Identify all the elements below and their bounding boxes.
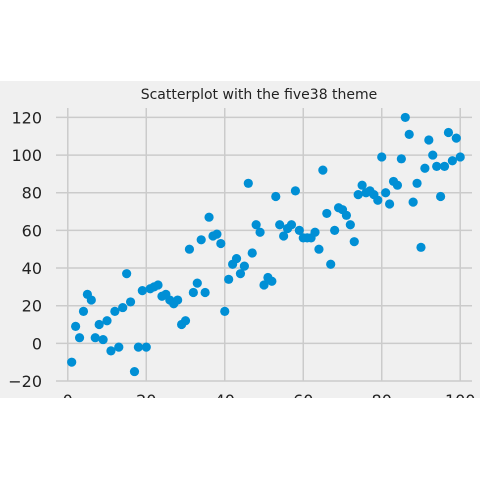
scatter-point [243, 178, 253, 188]
scatter-point [98, 334, 108, 345]
scatter-point [326, 259, 336, 269]
scatter-point [224, 274, 234, 284]
scatter-point [216, 238, 226, 249]
scatter-point [455, 152, 465, 162]
y-tick-label: 100 [11, 146, 42, 165]
scatter-point [451, 133, 461, 143]
scatter-point [377, 152, 387, 162]
tick-labels: 0 20 40 60 80 100 −20 0 20 40 60 80 100 120 [8, 108, 475, 398]
scatter-point [436, 191, 446, 202]
scatter-point [94, 319, 104, 330]
scatter-point [204, 212, 214, 222]
y-tick-label: 0 [32, 334, 42, 353]
scatter-point [322, 208, 332, 219]
scatter-point [381, 188, 391, 198]
scatter-point [90, 333, 100, 343]
x-tick-label: 80 [372, 391, 392, 398]
scatter-point [357, 180, 367, 190]
scatter-point [416, 242, 426, 252]
scatter-point [133, 342, 144, 352]
scatter-point [314, 244, 324, 254]
scatter-point [102, 316, 112, 326]
scatter-point [275, 220, 285, 230]
scatter-chart: Scatterplot with the five38 theme 0 20 40 6… [8, 87, 475, 398]
scatter-point [392, 180, 403, 190]
scatter-point [184, 244, 195, 254]
scatter-point [71, 321, 81, 331]
scatter-point [200, 287, 210, 298]
scatter-point [400, 112, 410, 123]
scatter-point [220, 306, 230, 316]
scatter-point [279, 231, 289, 241]
chart-figure: Scatterplot with the five38 theme 0 20 40 6… [0, 81, 480, 398]
scatter-point [443, 127, 454, 138]
x-tick-label: 100 [445, 391, 476, 398]
data-points [67, 112, 465, 377]
scatter-point [106, 346, 116, 356]
scatter-point [318, 165, 328, 175]
x-tick-label: 40 [215, 391, 235, 398]
scatter-point [420, 163, 430, 173]
x-tick-label: 60 [293, 391, 313, 398]
grid-lines [56, 108, 472, 382]
scatter-point [384, 199, 395, 209]
scatter-point [114, 342, 124, 352]
scatter-point [349, 237, 359, 247]
scatter-point [439, 161, 450, 171]
scatter-point [432, 161, 442, 171]
scatter-point [235, 269, 246, 279]
scatter-point [247, 248, 257, 258]
scatter-point [137, 286, 147, 296]
scatter-point [129, 366, 140, 377]
y-tick-label: 80 [22, 184, 42, 203]
scatter-point [267, 276, 277, 286]
scatter-point [192, 278, 202, 288]
scatter-point [428, 150, 438, 160]
y-tick-label: 40 [22, 259, 42, 278]
scatter-point [212, 229, 222, 239]
scatter-point [78, 306, 89, 316]
x-tick-label: 0 [63, 391, 73, 398]
scatter-point [74, 333, 85, 343]
y-tick-label: 60 [22, 221, 42, 240]
scatter-point [153, 280, 163, 290]
scatter-point [141, 342, 151, 352]
scatter-point [412, 178, 422, 188]
scatter-point [86, 295, 96, 305]
scatter-point [180, 316, 191, 326]
scatter-point [404, 129, 414, 139]
scatter-point [255, 227, 265, 237]
y-tick-label: 120 [11, 108, 42, 127]
scatter-point [396, 154, 406, 164]
scatter-point [110, 306, 120, 316]
scatter-point [188, 287, 198, 298]
y-tick-label: −20 [8, 372, 42, 391]
scatter-point [408, 197, 418, 207]
scatter-point [67, 357, 77, 367]
scatter-point [196, 235, 206, 245]
scatter-point [259, 280, 269, 290]
scatter-point [447, 156, 457, 166]
scatter-point [173, 295, 183, 305]
scatter-point [118, 302, 128, 313]
scatter-point [239, 261, 249, 271]
scatter-point [231, 254, 242, 264]
chart-title: Scatterplot with the five38 theme [141, 87, 378, 103]
scatter-point [373, 195, 383, 205]
scatter-point [345, 220, 355, 230]
y-tick-label: 20 [22, 297, 42, 316]
scatter-point [125, 297, 136, 307]
scatter-point [290, 186, 300, 196]
scatter-point [353, 190, 363, 200]
scatter-point [251, 220, 261, 230]
scatter-point [310, 227, 320, 237]
scatter-point [294, 225, 304, 235]
scatter-point [122, 269, 132, 279]
scatter-point [271, 191, 281, 202]
scatter-point [424, 135, 434, 145]
scatter-point [341, 210, 352, 220]
x-tick-label: 20 [136, 391, 156, 398]
scatter-point [286, 220, 297, 230]
scatter-point [330, 225, 340, 235]
